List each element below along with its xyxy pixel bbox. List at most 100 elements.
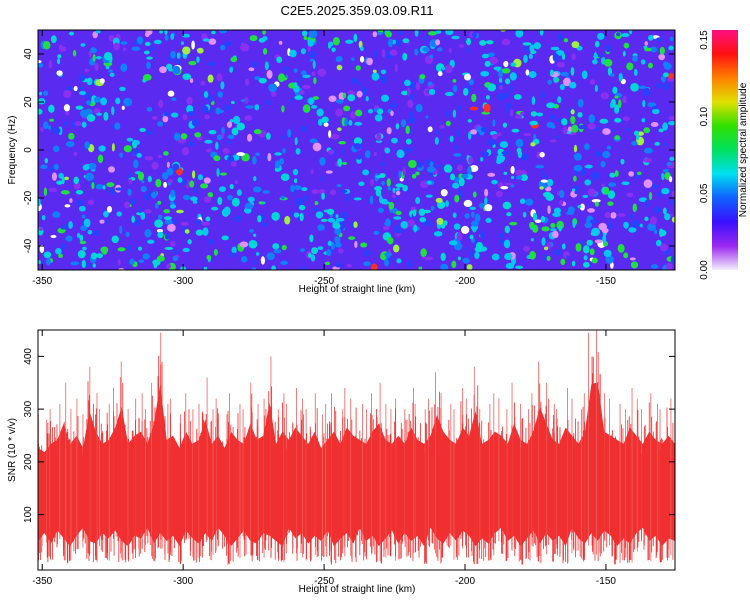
heatmap-blob (429, 161, 434, 167)
heatmap-blob (618, 72, 623, 82)
heatmap-blob (409, 111, 415, 117)
heatmap-blob (540, 215, 546, 223)
heatmap-blob (196, 56, 200, 63)
heatmap-blob (303, 36, 308, 41)
heatmap-blob (219, 30, 227, 34)
heatmap-blob (302, 104, 311, 113)
heatmap-blob (204, 114, 211, 120)
heatmap-blob (110, 124, 115, 130)
heatmap-blob (266, 252, 275, 261)
heatmap-blob (331, 47, 336, 53)
heatmap-blob (671, 190, 675, 198)
heatmap-blob (262, 36, 268, 41)
heatmap-blob (363, 261, 371, 267)
heatmap-blob (618, 99, 622, 109)
heatmap-blob (444, 91, 454, 97)
heatmap-blob (430, 205, 435, 211)
heatmap-blob (550, 223, 556, 229)
heatmap-blob (209, 107, 214, 114)
heatmap-blob (157, 231, 164, 239)
heatmap-blob (546, 255, 551, 261)
heatmap-blob (48, 104, 55, 113)
heatmap-blob (106, 205, 113, 213)
heatmap-blob (602, 128, 611, 135)
heatmap-blob (78, 205, 86, 212)
heatmap-blob (299, 248, 306, 252)
heatmap-blob (464, 247, 469, 251)
heatmap-blob (472, 191, 477, 198)
heatmap-blob (147, 175, 152, 183)
heatmap-blob (520, 153, 529, 161)
heatmap-blob (293, 212, 300, 218)
heatmap-blob (363, 250, 371, 257)
heatmap-blob (117, 247, 126, 252)
heatmap-blob (72, 50, 77, 57)
heatmap-blob (345, 193, 350, 202)
heatmap-blob (172, 65, 181, 75)
heatmap-blob (668, 115, 675, 121)
heatmap-blob (373, 151, 377, 157)
heatmap-blob (594, 40, 600, 48)
heatmap-blob (171, 97, 177, 102)
heatmap-blob (336, 64, 343, 71)
heatmap-blob (644, 199, 649, 208)
heatmap-blob (129, 198, 137, 206)
heatmap-blob (420, 248, 427, 257)
heatmap-blob (335, 99, 344, 104)
heatmap-blob (555, 135, 560, 139)
heatmap-blob (377, 108, 384, 115)
heatmap-blob (153, 39, 162, 45)
heatmap-blob (299, 212, 304, 222)
heatmap-blob (240, 43, 250, 52)
heatmap-blob (80, 225, 87, 232)
heatmap-blob (483, 103, 491, 113)
heatmap-blob (622, 116, 631, 122)
heatmap-blob (552, 212, 561, 218)
heatmap-blob (362, 169, 370, 176)
heatmap-blob (38, 60, 42, 64)
heatmap-blob (553, 249, 562, 256)
heatmap-blob (230, 56, 238, 63)
heatmap-blob (520, 174, 528, 181)
heatmap-blob (126, 244, 133, 251)
heatmap-blob (76, 232, 81, 239)
heatmap-blob (50, 234, 57, 239)
heatmap-blob (550, 46, 560, 51)
heatmap-blob (651, 105, 659, 110)
heatmap-blob (338, 141, 347, 145)
heatmap-blob (658, 53, 666, 61)
heatmap-blob (308, 97, 314, 106)
heatmap-blob (434, 130, 440, 135)
heatmap-blob (325, 170, 333, 174)
heatmap-blob (548, 114, 556, 120)
heatmap-blob (46, 257, 51, 266)
heatmap-blob (302, 74, 311, 78)
heatmap-blob (289, 98, 293, 103)
y-tick-label: -20 (23, 190, 34, 205)
heatmap-blob (81, 214, 86, 219)
heatmap-blob (504, 182, 514, 186)
heatmap-blob (330, 133, 340, 140)
heatmap-blob (509, 84, 513, 93)
heatmap-blob (48, 187, 58, 192)
heatmap-blob (290, 184, 295, 193)
heatmap-blob (480, 126, 489, 133)
heatmap-blob (400, 119, 407, 128)
heatmap-blob (281, 135, 286, 140)
heatmap-blob (418, 266, 423, 270)
heatmap-blob (164, 34, 169, 41)
heatmap-blob (56, 180, 63, 185)
heatmap-blob (570, 109, 575, 115)
heatmap-blob (498, 239, 505, 244)
heatmap-blob (623, 42, 630, 49)
heatmap-blob (348, 236, 356, 240)
heatmap-blob (188, 60, 197, 66)
heatmap-blob (462, 257, 470, 264)
heatmap-blob (197, 174, 204, 181)
heatmap-blob (84, 141, 90, 149)
heatmap-blob (355, 65, 361, 71)
heatmap-blob (86, 114, 96, 122)
heatmap-blob (429, 54, 434, 59)
heatmap-blob (484, 188, 489, 197)
heatmap-blob (327, 149, 335, 155)
